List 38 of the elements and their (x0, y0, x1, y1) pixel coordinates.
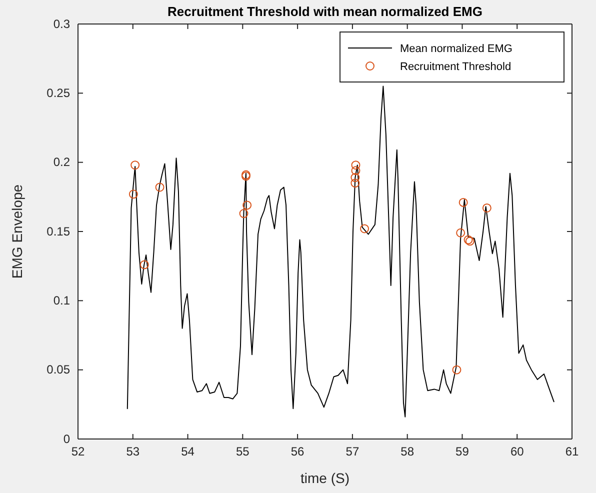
point (155, 182, 164, 192)
x-tick-label: 57 (346, 444, 360, 459)
point (239, 209, 248, 218)
x-tick-label: 54 (181, 444, 195, 459)
point (350, 178, 360, 188)
y-tick-label: 0.25 (46, 86, 70, 100)
x-tick-label: 59 (456, 444, 470, 459)
x-tick-label: 61 (565, 444, 579, 459)
y-tick-label: 0.3 (53, 16, 70, 31)
x-tick-label: 58 (400, 444, 414, 459)
y-axis-title: EMG Envelope (9, 184, 25, 279)
y-tick-label: 0.1 (53, 294, 70, 308)
chart-title: Recruitment Threshold with mean normalized EMG (168, 4, 482, 19)
legend-label: Mean normalized EMG (400, 43, 512, 55)
point (242, 200, 252, 210)
x-tick-label: 53 (126, 444, 140, 459)
point (458, 198, 468, 207)
point (482, 204, 492, 212)
x-tick-label: 55 (236, 444, 250, 459)
y-tick-label: 0.2 (53, 155, 70, 170)
y-tick-label: 0.05 (46, 362, 70, 377)
point (128, 190, 138, 199)
y-tick-label: 0 (63, 432, 70, 446)
x-tick-label: 56 (290, 444, 305, 459)
point (140, 260, 149, 270)
legend-label: Recruitment Threshold (400, 61, 512, 73)
point (360, 224, 370, 234)
point (456, 228, 466, 238)
point (452, 365, 462, 374)
x-tick-label: 60 (510, 444, 524, 459)
x-tick-label: 52 (71, 444, 85, 459)
point (351, 160, 360, 170)
x-axis-title: time (S) (300, 470, 350, 486)
line-series (126, 86, 554, 418)
point (351, 166, 360, 176)
point (350, 173, 360, 182)
y-tick-label: 0.15 (46, 224, 70, 238)
point (130, 160, 140, 170)
